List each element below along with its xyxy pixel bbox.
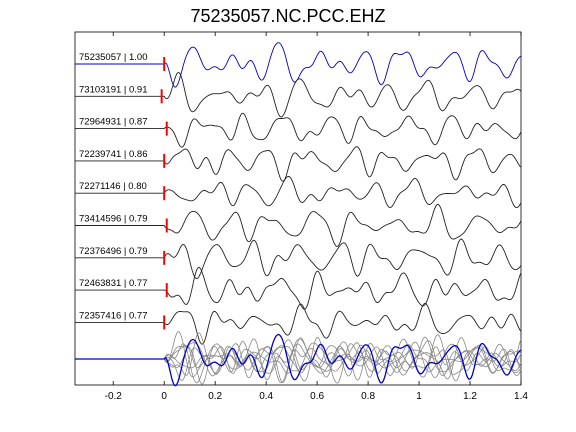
x-tick-label: 0.2 bbox=[208, 391, 222, 402]
trace-line bbox=[75, 203, 522, 247]
plot-frame bbox=[74, 31, 522, 386]
trace-label: 72239741 | 0.86 bbox=[79, 149, 148, 160]
x-tick-label: 0.4 bbox=[259, 391, 273, 402]
trace-line bbox=[75, 42, 522, 88]
trace-label: 73414596 | 0.79 bbox=[79, 214, 148, 225]
trace-line bbox=[75, 146, 522, 182]
trace-label: 73103191 | 0.91 bbox=[79, 84, 148, 95]
trace-line bbox=[75, 175, 522, 209]
trace-label: 75235057 | 1.00 bbox=[79, 52, 148, 63]
x-tick-label: 0 bbox=[161, 391, 167, 402]
chart-title: 75235057.NC.PCC.EHZ bbox=[190, 6, 386, 26]
trace-line bbox=[75, 302, 522, 345]
trace-line bbox=[75, 238, 522, 279]
trace-group bbox=[75, 42, 522, 345]
x-tick-label: 0.8 bbox=[361, 391, 375, 402]
trace-label: 72357416 | 0.77 bbox=[79, 310, 148, 321]
stack-group bbox=[75, 331, 522, 387]
trace-label-group: 75235057 | 1.00 73103191 | 0.91 72964931 |… bbox=[79, 52, 148, 321]
trace-line bbox=[75, 266, 522, 310]
x-tick-label: 0.6 bbox=[310, 391, 324, 402]
x-axis: -0.2 0 0.2 0.4 0.6 0.8 1 1.2 1.4 bbox=[105, 32, 528, 402]
x-tick-label: 1.4 bbox=[514, 391, 528, 402]
x-tick-label: -0.2 bbox=[105, 391, 123, 402]
trace-label: 72271146 | 0.80 bbox=[79, 181, 147, 192]
stack-trace-line bbox=[75, 332, 522, 382]
x-tick-label: 1.2 bbox=[463, 391, 477, 402]
trace-label: 72964931 | 0.87 bbox=[79, 117, 148, 128]
trace-label: 72463831 | 0.77 bbox=[79, 278, 148, 289]
trace-line bbox=[75, 72, 522, 118]
stack-reference-line bbox=[75, 333, 522, 387]
x-tick-label: 1 bbox=[416, 391, 422, 402]
trace-line bbox=[75, 112, 522, 148]
trace-label: 72376496 | 0.79 bbox=[79, 246, 148, 257]
